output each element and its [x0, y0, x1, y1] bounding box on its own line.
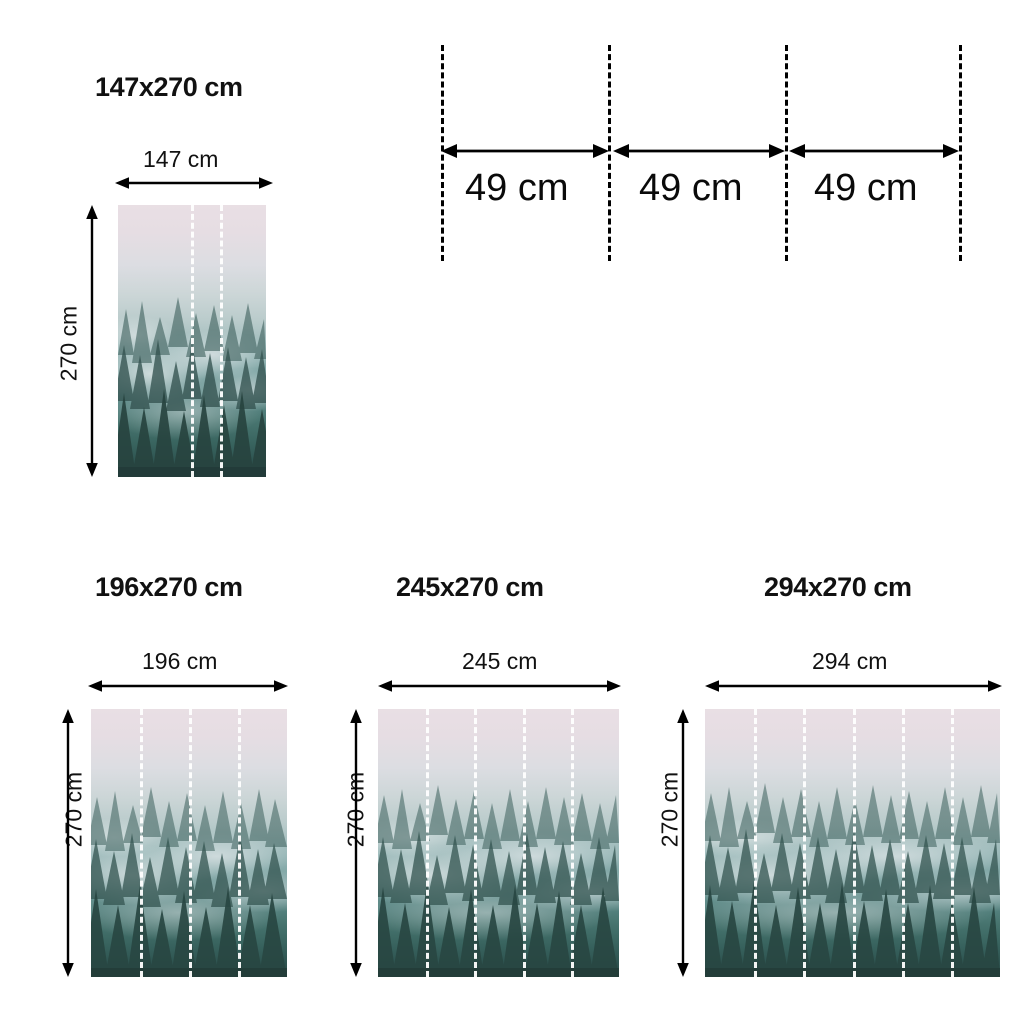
- strip-width-label-a: 49 cm: [465, 167, 569, 209]
- strip-seam: [901, 709, 905, 977]
- width-label-147: 147 cm: [143, 146, 219, 172]
- height-label-147: 270 cm: [55, 305, 82, 382]
- guide-line-icon: [441, 45, 444, 261]
- artwork-245x270: [378, 709, 619, 977]
- guide-line-icon: [785, 45, 788, 261]
- width-arrow-294: [705, 679, 1002, 693]
- strip-seam: [426, 709, 430, 977]
- artwork-147x270: [118, 205, 266, 477]
- variant-title-196x270: 196x270 cm: [95, 572, 243, 602]
- strip-arrow-b: [613, 143, 785, 158]
- strip-seam: [140, 709, 143, 977]
- variant-title-147x270: 147x270 cm: [95, 72, 243, 102]
- variant-title-245x270: 245x270 cm: [396, 572, 544, 602]
- variant-title-294x270: 294x270 cm: [764, 572, 912, 602]
- strip-seam: [191, 205, 194, 477]
- width-arrow-147: [115, 176, 273, 190]
- strip-arrow-c: [789, 143, 959, 158]
- strip-seam: [950, 709, 954, 977]
- strip-seam: [852, 709, 856, 977]
- strip-seam: [474, 709, 478, 977]
- height-arrow-196: [61, 709, 75, 977]
- strip-seam: [570, 709, 574, 977]
- strip-arrow-a: [441, 143, 609, 158]
- height-arrow-294: [676, 709, 690, 977]
- strip-seam: [522, 709, 526, 977]
- width-arrow-245: [378, 679, 621, 693]
- guide-line-icon: [959, 45, 962, 261]
- strip-seam: [803, 709, 807, 977]
- strip-width-label-b: 49 cm: [639, 167, 743, 209]
- width-label-245: 245 cm: [462, 648, 538, 674]
- width-arrow-196: [88, 679, 288, 693]
- strip-seam: [219, 205, 223, 477]
- height-arrow-147: [85, 205, 99, 477]
- forest-tree-silhouettes: [378, 709, 619, 977]
- artwork-294x270: [705, 709, 1000, 977]
- strip-seam: [238, 709, 241, 977]
- strip-width-label-c: 49 cm: [814, 167, 918, 209]
- strip-seam: [189, 709, 192, 977]
- width-label-294: 294 cm: [812, 648, 888, 674]
- guide-line-icon: [608, 45, 611, 261]
- width-label-196: 196 cm: [142, 648, 218, 674]
- artwork-196x270: [91, 709, 287, 977]
- strip-seam: [754, 709, 758, 977]
- height-arrow-245: [349, 709, 363, 977]
